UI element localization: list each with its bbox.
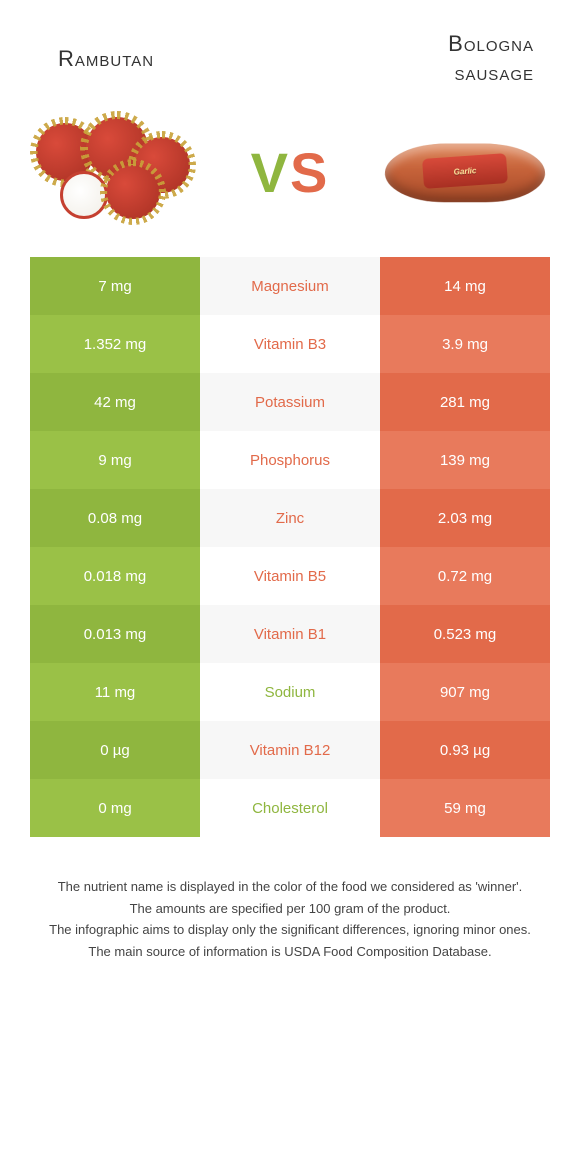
left-value-cell: 0.08 mg bbox=[30, 489, 200, 547]
right-value-cell: 3.9 mg bbox=[380, 315, 550, 373]
right-value-cell: 0.93 µg bbox=[380, 721, 550, 779]
footnote-line: The nutrient name is displayed in the co… bbox=[28, 877, 552, 897]
footnote-line: The main source of information is USDA F… bbox=[28, 942, 552, 962]
right-food-title: Bologna sausage bbox=[296, 30, 540, 87]
right-value-cell: 2.03 mg bbox=[380, 489, 550, 547]
nutrient-name-cell: Phosphorus bbox=[200, 431, 380, 489]
nutrient-name-cell: Vitamin B5 bbox=[200, 547, 380, 605]
table-row: 9 mgPhosphorus139 mg bbox=[30, 431, 550, 489]
left-value-cell: 7 mg bbox=[30, 257, 200, 315]
right-value-cell: 281 mg bbox=[380, 373, 550, 431]
nutrient-name-cell: Zinc bbox=[200, 489, 380, 547]
vs-v-letter: V bbox=[251, 141, 290, 204]
table-row: 42 mgPotassium281 mg bbox=[30, 373, 550, 431]
left-value-cell: 0.018 mg bbox=[30, 547, 200, 605]
nutrient-name-cell: Vitamin B3 bbox=[200, 315, 380, 373]
left-value-cell: 1.352 mg bbox=[30, 315, 200, 373]
left-value-cell: 42 mg bbox=[30, 373, 200, 431]
nutrient-name-cell: Potassium bbox=[200, 373, 380, 431]
table-row: 0.013 mgVitamin B10.523 mg bbox=[30, 605, 550, 663]
table-row: 11 mgSodium907 mg bbox=[30, 663, 550, 721]
table-row: 0.08 mgZinc2.03 mg bbox=[30, 489, 550, 547]
right-food-title-line1: Bologna bbox=[448, 31, 534, 56]
vs-s-letter: S bbox=[290, 141, 329, 204]
nutrient-name-cell: Vitamin B12 bbox=[200, 721, 380, 779]
nutrient-name-cell: Magnesium bbox=[200, 257, 380, 315]
footnote-line: The amounts are specified per 100 gram o… bbox=[28, 899, 552, 919]
nutrient-table: 7 mgMagnesium14 mg1.352 mgVitamin B33.9 … bbox=[30, 257, 550, 837]
table-row: 0.018 mgVitamin B50.72 mg bbox=[30, 547, 550, 605]
right-value-cell: 139 mg bbox=[380, 431, 550, 489]
right-value-cell: 59 mg bbox=[380, 779, 550, 837]
nutrient-name-cell: Cholesterol bbox=[200, 779, 380, 837]
table-row: 7 mgMagnesium14 mg bbox=[30, 257, 550, 315]
right-food-title-line2: sausage bbox=[454, 60, 534, 85]
table-row: 0 µgVitamin B120.93 µg bbox=[30, 721, 550, 779]
vs-label: VS bbox=[251, 140, 330, 205]
left-value-cell: 0 µg bbox=[30, 721, 200, 779]
right-value-cell: 14 mg bbox=[380, 257, 550, 315]
header: Rambutan Bologna sausage bbox=[0, 0, 580, 107]
right-value-cell: 0.523 mg bbox=[380, 605, 550, 663]
left-value-cell: 9 mg bbox=[30, 431, 200, 489]
sausage-brand-label: Garlic bbox=[453, 166, 476, 177]
footnote-line: The infographic aims to display only the… bbox=[28, 920, 552, 940]
table-row: 1.352 mgVitamin B33.9 mg bbox=[30, 315, 550, 373]
left-value-cell: 0 mg bbox=[30, 779, 200, 837]
footnotes: The nutrient name is displayed in the co… bbox=[0, 837, 580, 961]
sausage-image: Garlic bbox=[380, 117, 550, 227]
right-value-cell: 0.72 mg bbox=[380, 547, 550, 605]
rambutan-image bbox=[30, 117, 200, 227]
nutrient-name-cell: Sodium bbox=[200, 663, 380, 721]
table-row: 0 mgCholesterol59 mg bbox=[30, 779, 550, 837]
right-value-cell: 907 mg bbox=[380, 663, 550, 721]
vs-row: VS Garlic bbox=[0, 107, 580, 257]
left-value-cell: 0.013 mg bbox=[30, 605, 200, 663]
nutrient-name-cell: Vitamin B1 bbox=[200, 605, 380, 663]
left-value-cell: 11 mg bbox=[30, 663, 200, 721]
left-food-title: Rambutan bbox=[40, 46, 296, 72]
